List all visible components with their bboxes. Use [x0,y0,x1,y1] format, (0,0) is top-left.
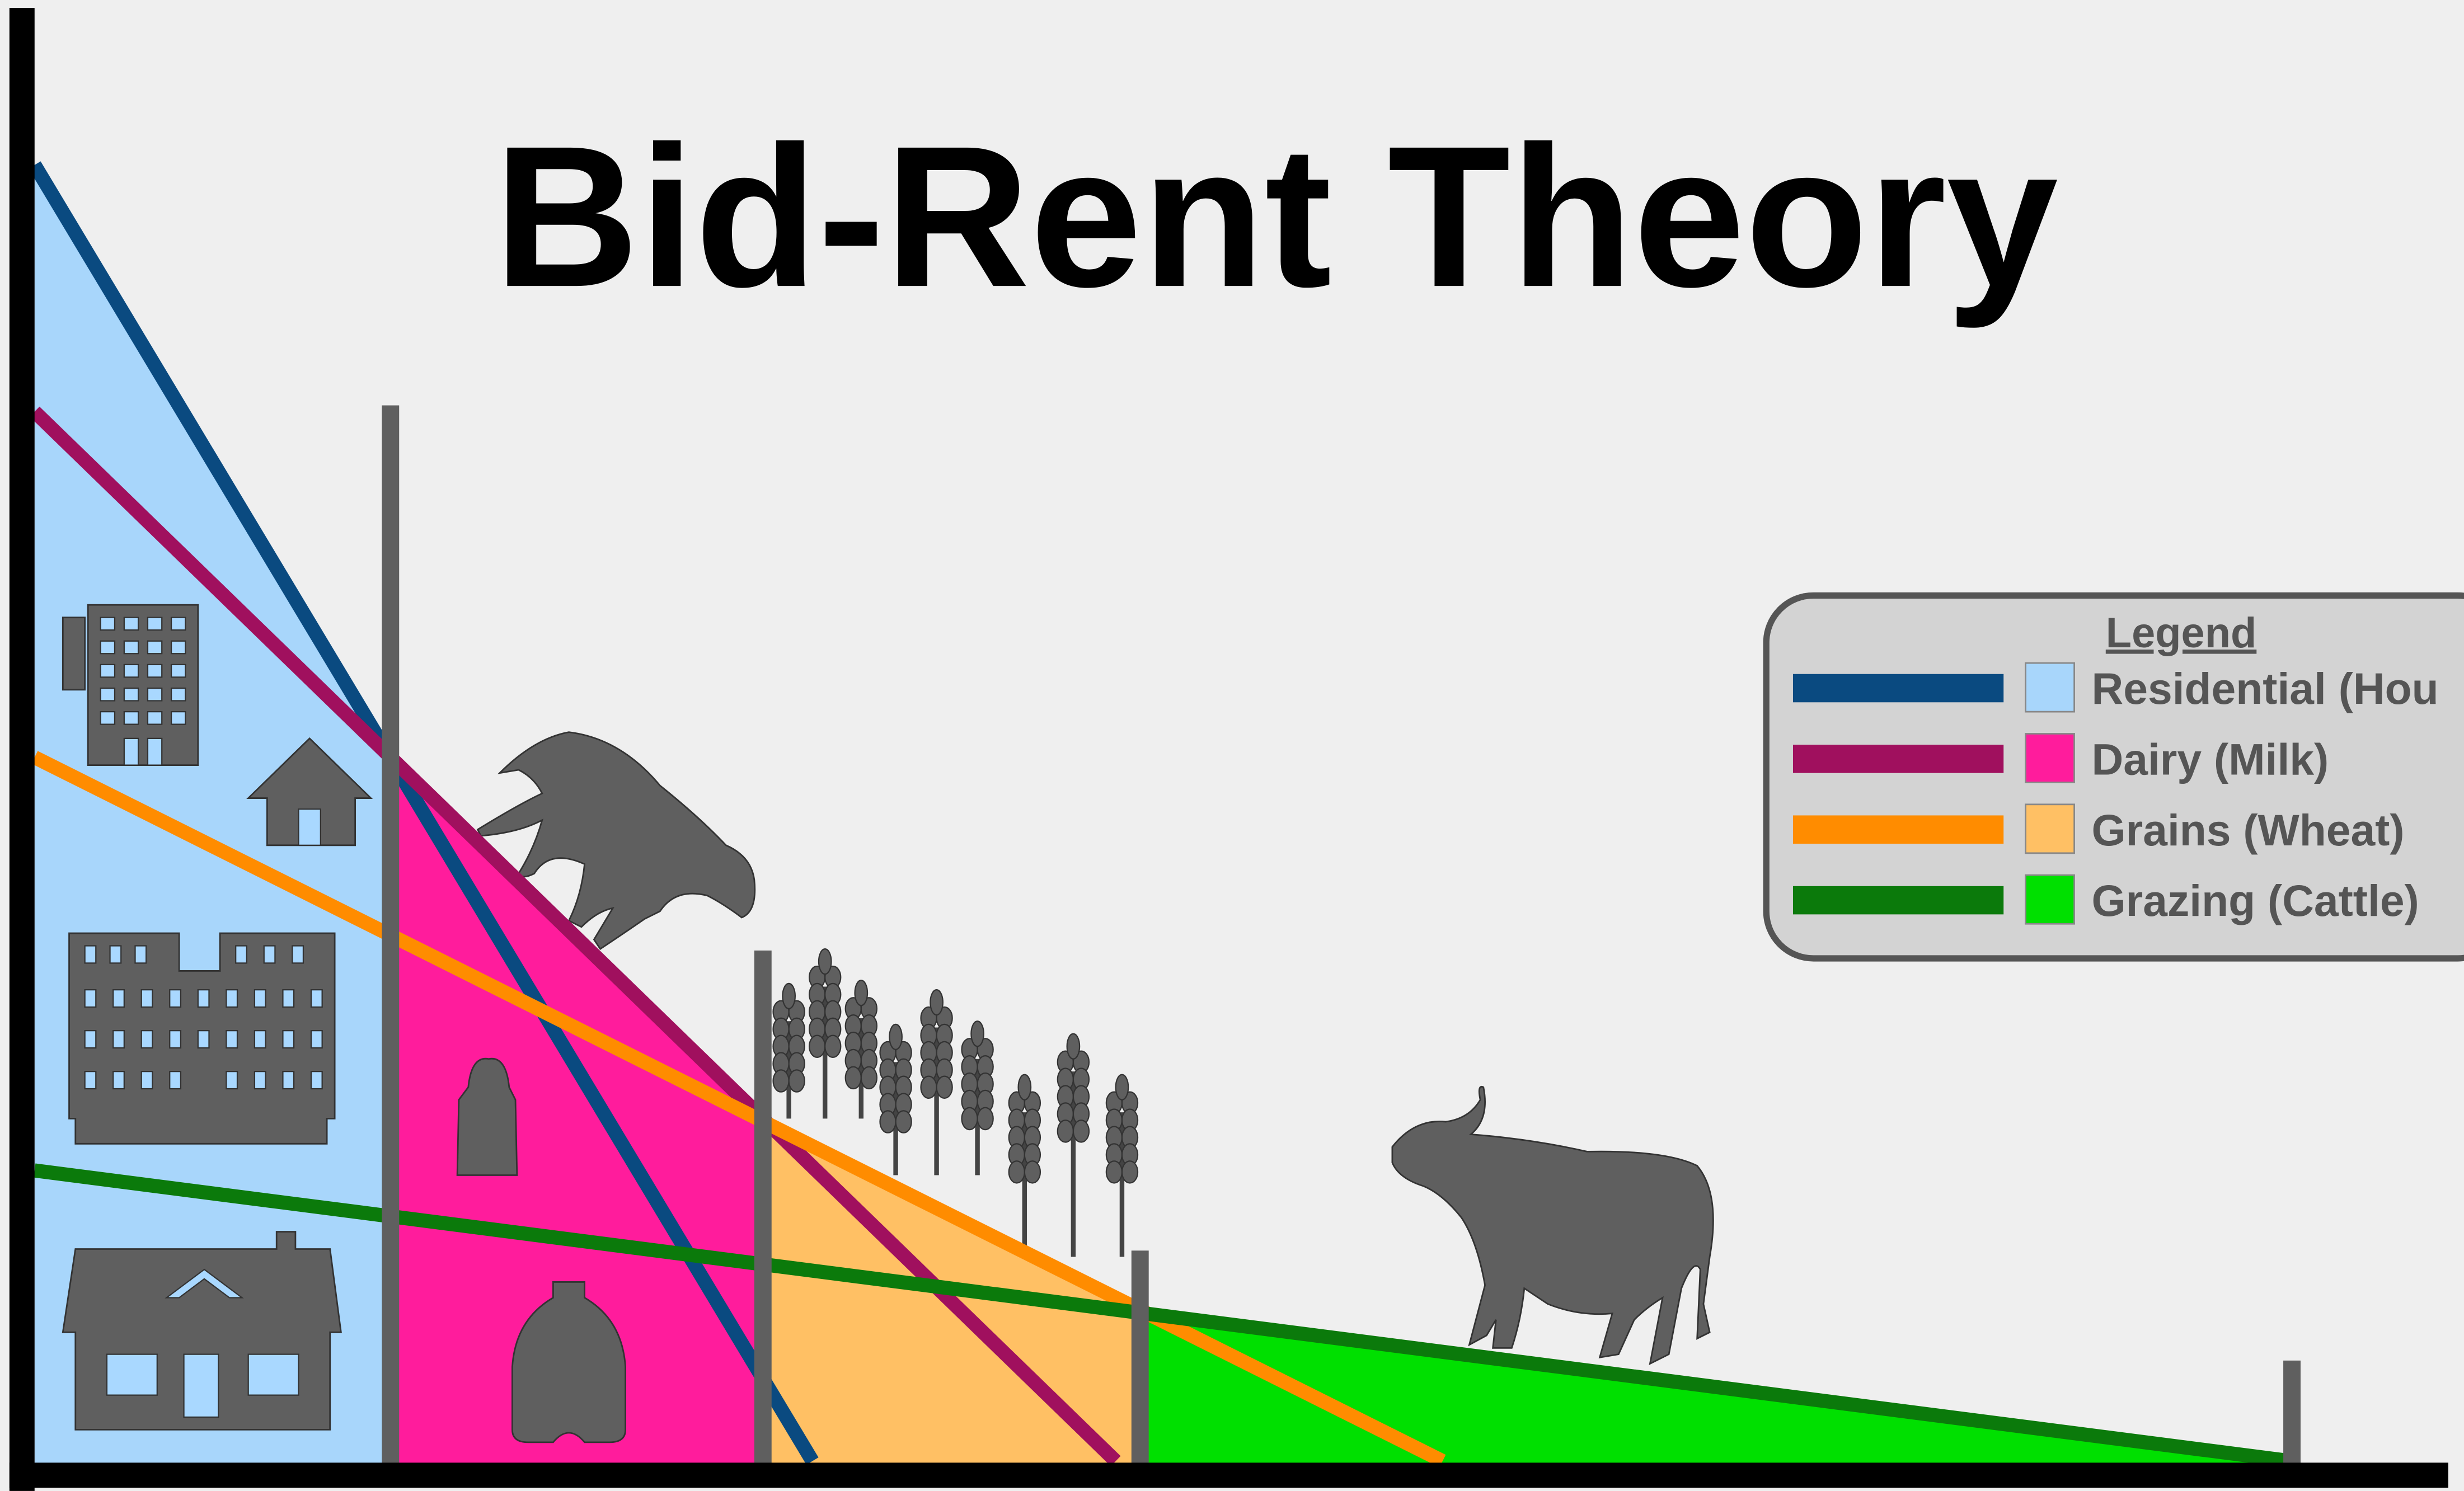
wheat-tip [970,1020,984,1047]
legend-label: Grains (Wheat) [2091,806,2404,855]
legend-fill-swatch [2025,803,2076,854]
wheat-icons [772,948,1139,1257]
jug-icon [511,1281,627,1443]
legend-label: Dairy (Milk) [2091,735,2329,784]
legend-fill-swatch [2025,662,2076,713]
wheat-grain [879,1110,897,1133]
y-axis [9,8,35,1491]
wheat-grain [1008,1160,1025,1184]
legend-line-swatch [1792,745,2004,773]
wheat-grain [860,1066,878,1090]
title: Bid-Rent Theory [494,105,2059,330]
wheat-tip [1115,1074,1129,1100]
legend-line-swatch [1792,674,2004,703]
legend-title: Legend [2106,609,2257,657]
zone-post [1131,1250,1149,1465]
dairy-cow-icon [476,731,756,951]
wheat-grain [1105,1160,1123,1184]
cattle-icon [1391,1085,1714,1365]
wheat-grain [895,1110,912,1133]
bottle-icon [456,1057,518,1176]
wheat-grain [788,1069,805,1093]
bid-rent-line [28,161,819,1465]
wheat-grain [936,1075,953,1099]
wheat-grain [920,1075,937,1099]
zone-post [2283,1360,2301,1465]
legend-line-swatch [1792,815,2004,844]
wheat-grain [961,1107,978,1131]
wheat-tip [930,989,944,1016]
apartment-icon [68,932,336,1145]
wheat-grain [1057,1120,1074,1143]
legend-label: Grazing (Cattle) [2091,876,2419,925]
wheat-tip [854,980,869,1006]
wheat-tip [782,982,796,1009]
zone-area [389,756,762,1465]
bid-lines [28,161,2292,1469]
legend: Legend Residential (Hou Dairy (Milk) Grain… [1763,592,2464,962]
zone-post [382,405,400,1465]
wheat-grain [1024,1160,1041,1184]
wheat-grain [772,1069,790,1093]
wheat-tip [1017,1074,1032,1100]
bid-rent-line [31,751,1446,1468]
legend-fill-swatch [2025,733,2076,783]
wheat-grain [844,1066,862,1090]
zone-post [754,950,772,1465]
wheat-grain [809,1034,826,1059]
wheat-grain [977,1107,994,1131]
wheat-tip [889,1023,903,1050]
wheat-tip [1066,1033,1081,1060]
big-house-icon [62,1231,342,1431]
house-icon [246,737,373,846]
wheat-tip [818,948,832,975]
icons [62,604,1714,1443]
zone-posts [382,405,2301,1465]
wheat-grain [1072,1120,1090,1143]
x-axis [9,1462,2448,1488]
legend-label: Residential (Hou [2091,664,2438,713]
wheat-grain [1121,1160,1139,1184]
bid-rent-line [34,1163,2292,1469]
legend-fill-swatch [2025,874,2076,925]
wheat-grain [824,1034,842,1059]
hotel-icon [62,604,199,766]
legend-line-swatch [1792,886,2004,915]
